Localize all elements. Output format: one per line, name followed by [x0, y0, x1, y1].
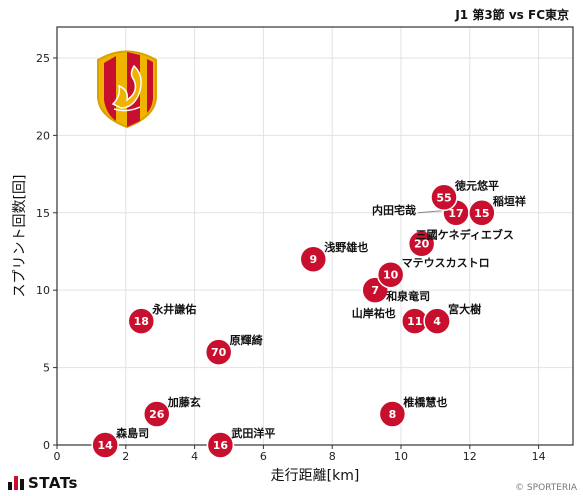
club-crest-logo — [97, 50, 157, 129]
point-marker — [430, 183, 458, 212]
brand-name: STATs — [28, 474, 78, 492]
point-number: 9 — [309, 253, 317, 266]
y-tick-label: 15 — [36, 207, 50, 220]
point-name-label: 加藤玄 — [167, 395, 201, 409]
x-tick-label: 6 — [260, 450, 267, 463]
data-point: 4 宮大樹 — [423, 302, 481, 335]
x-tick-label: 8 — [329, 450, 336, 463]
chart-title: J1 第3節 vs FC東京 — [455, 8, 569, 22]
point-name-label: 森島司 — [116, 426, 149, 440]
x-tick-label: 10 — [394, 450, 408, 463]
point-name-label: 徳元悠平 — [454, 178, 499, 192]
x-tick-label: 14 — [532, 450, 546, 463]
point-marker — [299, 245, 328, 273]
y-axis-label: スプリント回数[回] — [12, 175, 28, 298]
x-tick-label: 12 — [463, 450, 477, 463]
stats-bars-icon — [8, 476, 24, 490]
point-name-label: 三國ケネディエブス — [416, 228, 514, 242]
point-number: 20 — [414, 238, 430, 251]
point-number: 16 — [213, 439, 229, 452]
y-tick-label: 0 — [43, 439, 50, 452]
point-marker — [206, 431, 235, 459]
axis-labels: 走行距離[km] スプリント回数[回] — [12, 175, 359, 484]
brand-logo: STATs — [8, 474, 78, 492]
y-tick-label: 5 — [43, 362, 50, 375]
point-number: 11 — [407, 315, 422, 328]
x-tick-label: 0 — [54, 450, 61, 463]
point-name-label: マテウスカストロ — [402, 257, 490, 270]
x-tick-label: 4 — [191, 450, 198, 463]
point-name-label: 椎橋慧也 — [402, 395, 447, 409]
point-number: 10 — [383, 269, 399, 282]
point-marker — [91, 431, 119, 459]
point-number: 14 — [98, 439, 114, 452]
point-marker — [376, 260, 405, 289]
data-point: 15 稲垣祥 — [468, 194, 526, 227]
point-number: 15 — [474, 207, 489, 220]
data-points: 14森島司16武田洋平26加藤玄8椎橋慧也70原輝綺18永井謙佑11山岸祐也4宮… — [91, 178, 526, 459]
point-name-label: 和泉竜司 — [386, 289, 430, 303]
point-marker — [127, 307, 156, 335]
point-marker — [378, 400, 407, 428]
point-name-label: 永井謙佑 — [151, 302, 196, 316]
point-marker — [143, 400, 171, 428]
point-number: 8 — [389, 408, 397, 421]
copyright-credit: © SPORTERIA — [515, 483, 577, 493]
point-name-label: 山岸祐也 — [352, 306, 396, 320]
point-name-label: 原輝綺 — [230, 333, 263, 347]
point-marker — [407, 229, 436, 258]
point-number: 4 — [433, 315, 441, 328]
point-marker — [204, 338, 233, 366]
y-tick-label: 25 — [36, 52, 50, 65]
point-number: 17 — [448, 207, 463, 220]
point-name-label: 内田宅哉 — [372, 203, 416, 217]
axes: 0 2 4 6 8 10 12 14 0 5 10 15 20 25 — [36, 26, 574, 463]
data-point: 11 山岸祐也 — [352, 306, 429, 335]
data-point: 8 椎橋慧也 — [378, 395, 447, 428]
leader-line — [417, 210, 443, 214]
point-name-label: 宮大樹 — [448, 302, 481, 316]
point-marker — [423, 307, 451, 335]
point-name-label: 武田洋平 — [231, 426, 275, 440]
point-name-label: 稲垣祥 — [493, 194, 526, 208]
y-tick-label: 20 — [36, 129, 50, 142]
point-marker — [468, 199, 496, 227]
point-number: 26 — [149, 408, 165, 421]
y-tick-label: 10 — [36, 284, 50, 297]
point-number: 18 — [134, 315, 149, 328]
point-number: 7 — [371, 284, 379, 297]
data-point: 9 浅野雄也 — [299, 240, 368, 273]
x-axis-label: 走行距離[km] — [271, 467, 360, 484]
point-number: 70 — [211, 346, 227, 359]
point-name-label: 浅野雄也 — [324, 240, 368, 254]
x-tick-label: 2 — [122, 450, 129, 463]
plot-frame — [56, 26, 574, 446]
point-number: 55 — [436, 191, 451, 204]
